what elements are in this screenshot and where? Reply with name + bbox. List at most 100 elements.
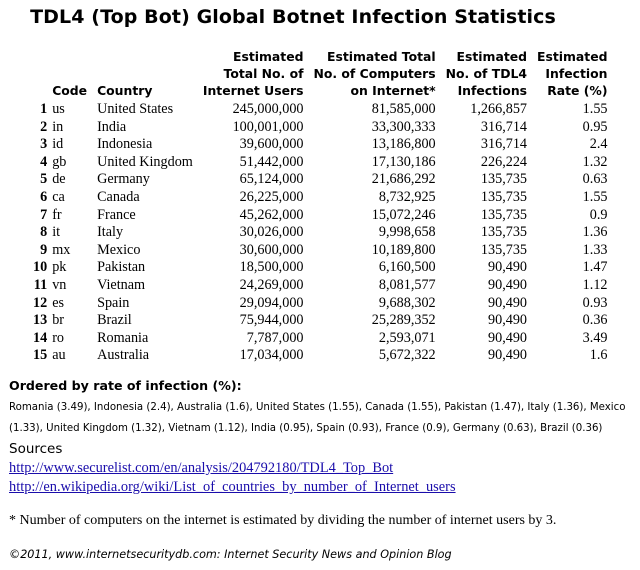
copyright-footer: ©2011, www.internetsecuritydb.com: Inter…: [9, 548, 452, 561]
internet-users-cell: 39,600,000: [239, 136, 304, 153]
footnote: * Number of computers on the internet is…: [9, 513, 557, 528]
header-line: Estimated: [456, 49, 528, 64]
table-row: 3 id Indonesia 39,600,000 13,186,800 316,714 2…: [28, 136, 613, 154]
table-body: 1 us United States 245,000,000 81,585,000 1,2…: [28, 101, 613, 365]
table-row: 1 us United States 245,000,000 81,585,000 1,2…: [28, 101, 613, 119]
table-row: 9 mx Mexico 30,600,000 10,189,800 135,735 1.33: [28, 242, 613, 260]
internet-users-cell: 45,262,000: [239, 206, 304, 223]
wikipedia-source-link[interactable]: http://en.wikipedia.org/wiki/List_of_cou…: [9, 479, 456, 495]
rank-cell: 5: [40, 171, 48, 188]
country-cell: Indonesia: [97, 136, 153, 153]
infections-cell: 90,490: [488, 312, 528, 329]
country-cell: United States: [97, 101, 174, 117]
header-line: Infection: [545, 66, 608, 81]
country-cell: Germany: [97, 171, 150, 188]
code-header: Code: [52, 83, 88, 98]
rank-cell: 3: [40, 136, 48, 153]
infections-cell: 90,490: [488, 276, 528, 293]
computers-cell: 6,160,500: [378, 259, 436, 276]
internet-users-cell: 24,269,000: [239, 276, 304, 293]
table-row: 11 vn Vietnam 24,269,000 8,081,577 90,490 1.12: [28, 277, 613, 295]
rank-cell: 2: [40, 118, 48, 135]
internet-users-header: Estimated Total No. of Internet Users: [198, 48, 309, 101]
header-line: Infections: [457, 83, 528, 98]
code-cell: de: [52, 171, 66, 188]
page-title: TDL4 (Top Bot) Global Botnet Infection S…: [30, 6, 556, 28]
country-cell: Pakistan: [97, 259, 146, 276]
internet-users-cell: 30,026,000: [239, 224, 304, 241]
infections-cell: 90,490: [488, 329, 528, 346]
header-line: Rate (%): [547, 83, 608, 98]
country-cell: Australia: [97, 347, 150, 364]
table-row: 2 in India 100,001,000 33,300,333 316,714 0.95: [28, 119, 613, 137]
computers-cell: 8,732,925: [378, 188, 436, 205]
internet-users-cell: 100,001,000: [232, 118, 304, 135]
code-cell: vn: [52, 276, 67, 293]
rank-header: [28, 48, 52, 101]
infections-cell: 90,490: [488, 347, 528, 364]
code-cell: us: [52, 101, 65, 117]
infection-rate-cell: 1.47: [582, 259, 608, 276]
computers-cell: 33,300,333: [371, 118, 436, 135]
country-cell: France: [97, 206, 136, 223]
infection-rate-cell: 1.55: [582, 188, 608, 205]
code-cell: it: [52, 224, 61, 241]
code-cell: mx: [52, 241, 71, 258]
ordered-heading: Ordered by rate of infection (%):: [9, 378, 242, 393]
header-line: on Internet*: [350, 83, 436, 98]
table-row: 13 br Brazil 75,944,000 25,289,352 90,490 0.36: [28, 312, 613, 330]
infections-cell: 135,735: [480, 206, 528, 223]
internet-users-cell: 245,000,000: [232, 101, 304, 117]
country-cell: Spain: [97, 294, 130, 311]
code-cell: gb: [52, 153, 67, 170]
country-cell: India: [97, 118, 127, 135]
infection-rate-cell: 1.32: [582, 153, 608, 170]
country-cell: United Kingdom: [97, 153, 193, 170]
computers-cell: 17,130,186: [371, 153, 436, 170]
country-header: Country: [97, 83, 153, 98]
rank-cell: 7: [40, 206, 48, 223]
rank-cell: 12: [33, 294, 48, 311]
rank-cell: 11: [33, 276, 48, 293]
infection-rate-cell: 2.4: [589, 136, 608, 153]
infection-rate-cell: 0.95: [582, 118, 608, 135]
table-row: 4 gb United Kingdom 51,442,000 17,130,186 226…: [28, 154, 613, 172]
computers-cell: 25,289,352: [371, 312, 436, 329]
infection-rate-cell: 0.93: [582, 294, 608, 311]
infections-cell: 316,714: [480, 118, 528, 135]
header-line: No. of Computers: [313, 66, 436, 81]
infections-header: Estimated No. of TDL4 Infections: [441, 48, 532, 101]
table-row: 15 au Australia 17,034,000 5,672,322 90,490 1.…: [28, 347, 613, 365]
table-header-row: Code Country Estimated Total No. of Inte…: [28, 48, 613, 101]
table-row: 12 es Spain 29,094,000 9,688,302 90,490 0.93: [28, 295, 613, 313]
code-cell: in: [52, 118, 64, 135]
code-cell: au: [52, 347, 66, 364]
infection-rate-cell: 1.36: [582, 224, 608, 241]
computers-cell: 5,672,322: [378, 347, 436, 364]
computers-cell: 2,593,071: [378, 329, 436, 346]
table-row: 6 ca Canada 26,225,000 8,732,925 135,735 1.55: [28, 189, 613, 207]
infections-cell: 316,714: [480, 136, 528, 153]
code-cell: id: [52, 136, 64, 153]
infections-cell: 135,735: [480, 241, 528, 258]
infections-cell: 90,490: [488, 259, 528, 276]
code-cell: br: [52, 312, 65, 329]
securelist-source-link[interactable]: http://www.securelist.com/en/analysis/20…: [9, 460, 394, 476]
rank-cell: 9: [40, 241, 48, 258]
table-row: 5 de Germany 65,124,000 21,686,292 135,735 0.6…: [28, 171, 613, 189]
computers-cell: 13,186,800: [371, 136, 436, 153]
computers-cell: 15,072,246: [371, 206, 436, 223]
infections-cell: 135,735: [480, 188, 528, 205]
country-cell: Vietnam: [97, 276, 146, 293]
ordered-list-text: Romania (3.49), Indonesia (2.4), Austral…: [9, 402, 626, 434]
infection-rate-cell: 0.9: [589, 206, 608, 223]
header-line: Estimated: [233, 49, 304, 64]
header-line: Estimated Total: [326, 49, 436, 64]
code-cell: fr: [52, 206, 62, 223]
computers-cell: 81,585,000: [371, 101, 436, 117]
computers-cell: 21,686,292: [371, 171, 436, 188]
computers-cell: 8,081,577: [378, 276, 436, 293]
computers-header: Estimated Total No. of Computers on Inte…: [309, 48, 441, 101]
sources-heading: Sources: [9, 441, 63, 457]
internet-users-cell: 18,500,000: [239, 259, 304, 276]
